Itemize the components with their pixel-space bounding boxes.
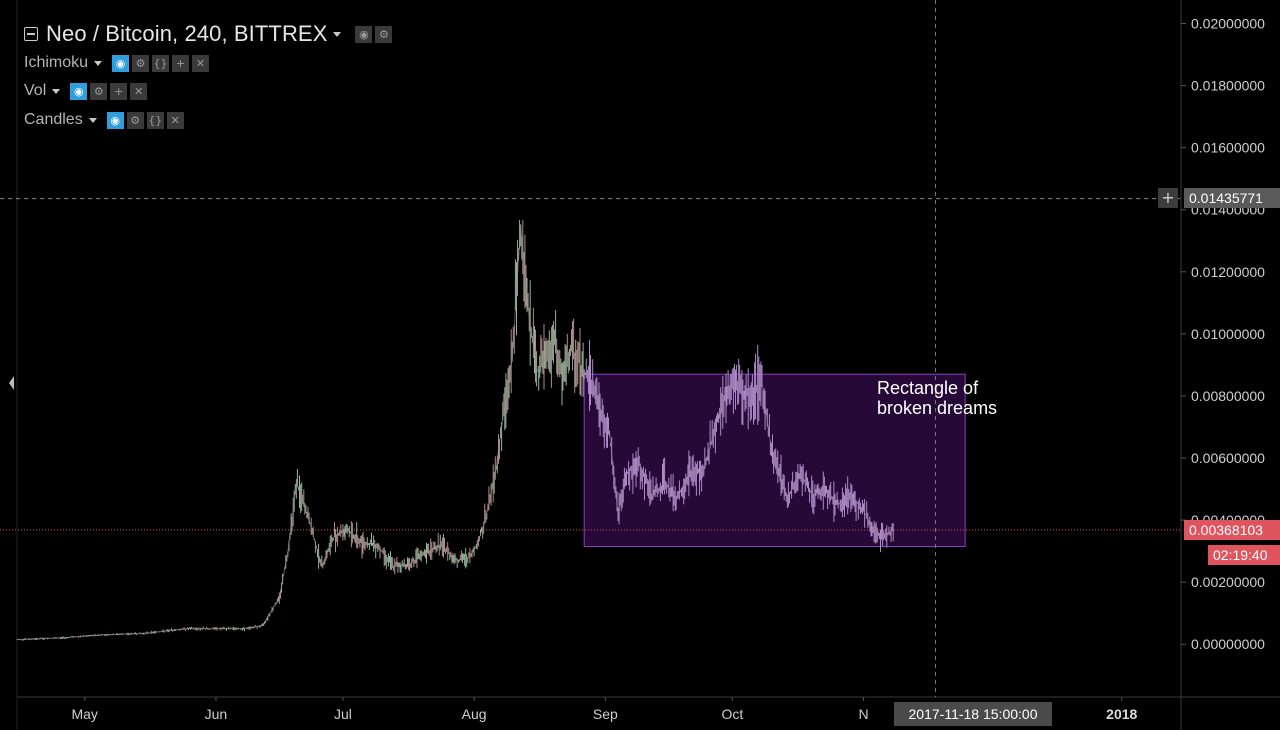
annotation-line-2: broken dreams [877,398,998,418]
y-tick-label: 0.01800000 [1191,78,1265,94]
x-tick-label: Sep [593,706,618,722]
rectangle-annotation[interactable]: Rectangle of broken dreams [877,378,997,418]
crosshair-price-label: 0.01435771 [1184,188,1280,208]
left-panel-handle-icon[interactable] [9,376,14,390]
indicator-label[interactable]: Ichimoku [24,54,89,71]
y-tick-label: 0.01000000 [1191,326,1265,342]
plus-icon[interactable]: + [110,82,128,100]
eye-icon[interactable]: ◉ [112,54,130,72]
symbol-title[interactable]: Neo / Bitcoin, 240, BITTREX [46,21,328,46]
braces-icon[interactable]: {} [146,111,164,129]
y-tick-label: 0.00200000 [1191,574,1265,590]
y-tick-label: 0.02000000 [1191,16,1265,32]
gear-icon[interactable]: ⚙ [132,54,150,72]
price-line [16,225,894,641]
indicator-ichimoku: Ichimoku ◉ ⚙ {} + ✕ [24,52,212,74]
title-eye-icon[interactable]: ◉ [355,25,373,43]
close-icon[interactable]: ✕ [192,54,210,72]
y-tick-label: 0.01600000 [1191,140,1265,156]
eye-icon[interactable]: ◉ [106,111,124,129]
gear-icon[interactable]: ⚙ [90,82,108,100]
braces-icon[interactable]: {} [152,54,170,72]
bar-countdown-label: 02:19:40 [1208,545,1280,565]
x-tick-label: Jun [205,706,228,722]
chevron-down-icon[interactable] [52,88,61,94]
close-icon[interactable]: ✕ [130,82,148,100]
eye-icon[interactable]: ◉ [70,82,88,100]
y-tick-label: 0.01200000 [1191,264,1265,280]
indicator-label[interactable]: Vol [24,82,47,99]
crosshair-time-label: 2017-11-18 15:00:00 [894,702,1052,726]
symbol-title-row: Neo / Bitcoin, 240, BITTREX ◉ ⚙ [24,18,395,50]
x-tick-label: N [858,706,868,722]
close-icon[interactable]: ✕ [166,111,184,129]
x-tick-label: Jul [334,706,352,722]
y-tick-label: 0.00800000 [1191,388,1265,404]
collapse-icon[interactable] [24,27,38,41]
indicator-candles: Candles ◉ ⚙ {} ✕ [24,109,187,131]
title-chevron-down-icon[interactable] [333,31,342,37]
x-tick-label: Oct [721,706,743,722]
indicator-label[interactable]: Candles [24,111,83,128]
chevron-down-icon[interactable] [94,60,103,66]
gear-icon[interactable]: ⚙ [126,111,144,129]
y-tick-label: 0.00000000 [1191,636,1265,652]
x-tick-label: May [71,706,97,722]
title-gear-icon[interactable]: ⚙ [375,25,393,43]
indicator-vol: Vol ◉ ⚙ + ✕ [24,80,150,102]
annotation-line-1: Rectangle of [877,378,979,398]
chevron-down-icon[interactable] [88,117,97,123]
x-tick-label: 2018 [1106,706,1137,722]
add-alert-plus-icon[interactable]: + [1158,188,1178,208]
y-tick-label: 0.00600000 [1191,450,1265,466]
plus-icon[interactable]: + [172,54,190,72]
x-tick-label: Aug [462,706,487,722]
last-price-label: 0.00368103 [1184,520,1280,540]
